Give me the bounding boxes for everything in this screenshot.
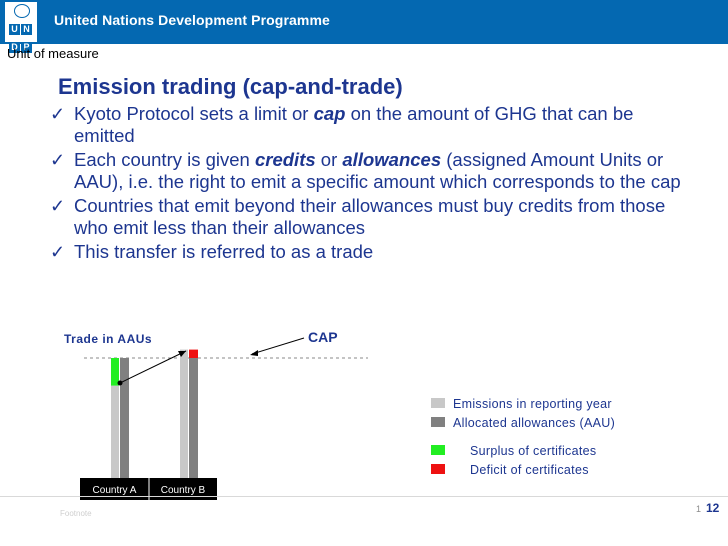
legend-swatch	[431, 445, 445, 455]
emphasized-term: cap	[313, 103, 346, 124]
emphasized-term: credits	[254, 149, 316, 170]
bullet-text: on the amount of GHG that can be emitted	[74, 103, 634, 146]
emphasized-term: allowances	[342, 149, 442, 170]
bullet-text: or	[315, 149, 343, 170]
bullet-list: ✓ Kyoto Protocol sets a limit or cap on t…	[48, 103, 698, 265]
legend-label: Deficit of certificates	[470, 463, 589, 477]
legend-label: Surplus of certificates	[470, 444, 596, 458]
logo-letter: P	[21, 42, 32, 53]
legend-swatch	[431, 417, 445, 427]
logo-letter: U	[9, 24, 20, 35]
bullet-text: Countries that emit beyond their allowan…	[74, 195, 666, 238]
header-bar: U ND P United Nations Development Programm…	[0, 0, 728, 53]
legend-label: Emissions in reporting year	[453, 397, 612, 411]
arrow-dot	[117, 380, 123, 386]
logo-letters: U ND P	[9, 19, 35, 55]
bar-deficit	[189, 349, 198, 358]
bullet-item: ✓ This transfer is referred to as a trade	[48, 241, 698, 263]
trade-arrow	[119, 350, 187, 384]
bullet-item: ✓ Kyoto Protocol sets a limit or cap on t…	[48, 103, 698, 147]
arrowhead-icon	[250, 350, 258, 356]
unit-of-measure-label: Unit of measure	[7, 46, 99, 61]
checkmark-icon: ✓	[50, 150, 66, 170]
cap-label: CAP	[308, 329, 338, 345]
checkmark-icon: ✓	[50, 242, 66, 262]
slide-title: Emission trading (cap-and-trade)	[58, 74, 403, 99]
legend-label: Allocated allowances (AAU)	[453, 416, 615, 430]
footer-divider	[0, 496, 728, 497]
bar-emissions	[111, 385, 119, 478]
logo-letter: D	[9, 42, 20, 53]
bullet-text: Each country is given	[74, 149, 255, 170]
bullet-text: Kyoto Protocol sets a limit or	[74, 103, 314, 124]
category-box	[80, 478, 149, 500]
page-number-ghost: 1	[696, 504, 702, 514]
checkmark-icon: ✓	[50, 196, 66, 216]
bar-emissions	[180, 349, 188, 478]
organization-name: United Nations Development Programme	[54, 12, 330, 28]
legend-swatch	[431, 464, 445, 474]
legend-swatch	[431, 398, 445, 408]
undp-logo: U ND P	[4, 1, 38, 53]
bullet-item: ✓ Countries that emit beyond their allowa…	[48, 195, 698, 239]
footnote-text: Footnote	[60, 509, 92, 518]
bullet-item: ✓ Each country is given credits or allowa…	[48, 149, 698, 193]
bullet-text: This transfer is referred to as a trade	[74, 241, 374, 262]
bullet-text: (assigned Amount Units or AAU), i.e. the…	[74, 149, 681, 192]
category-label: Country B	[161, 485, 206, 496]
un-emblem-icon	[14, 4, 30, 18]
bar-allocated	[120, 358, 129, 478]
logo-letter: N	[21, 24, 32, 35]
chart-title: Trade in AAUs	[64, 332, 152, 346]
page-number: 12	[706, 501, 720, 515]
arrowhead-icon	[178, 351, 186, 357]
cap-pointer-arrow	[251, 337, 305, 355]
category-box	[149, 478, 217, 500]
bar-surplus	[111, 365, 119, 386]
category-label: Country A	[93, 485, 137, 496]
checkmark-icon: ✓	[50, 104, 66, 124]
bar-allocated	[189, 358, 198, 478]
